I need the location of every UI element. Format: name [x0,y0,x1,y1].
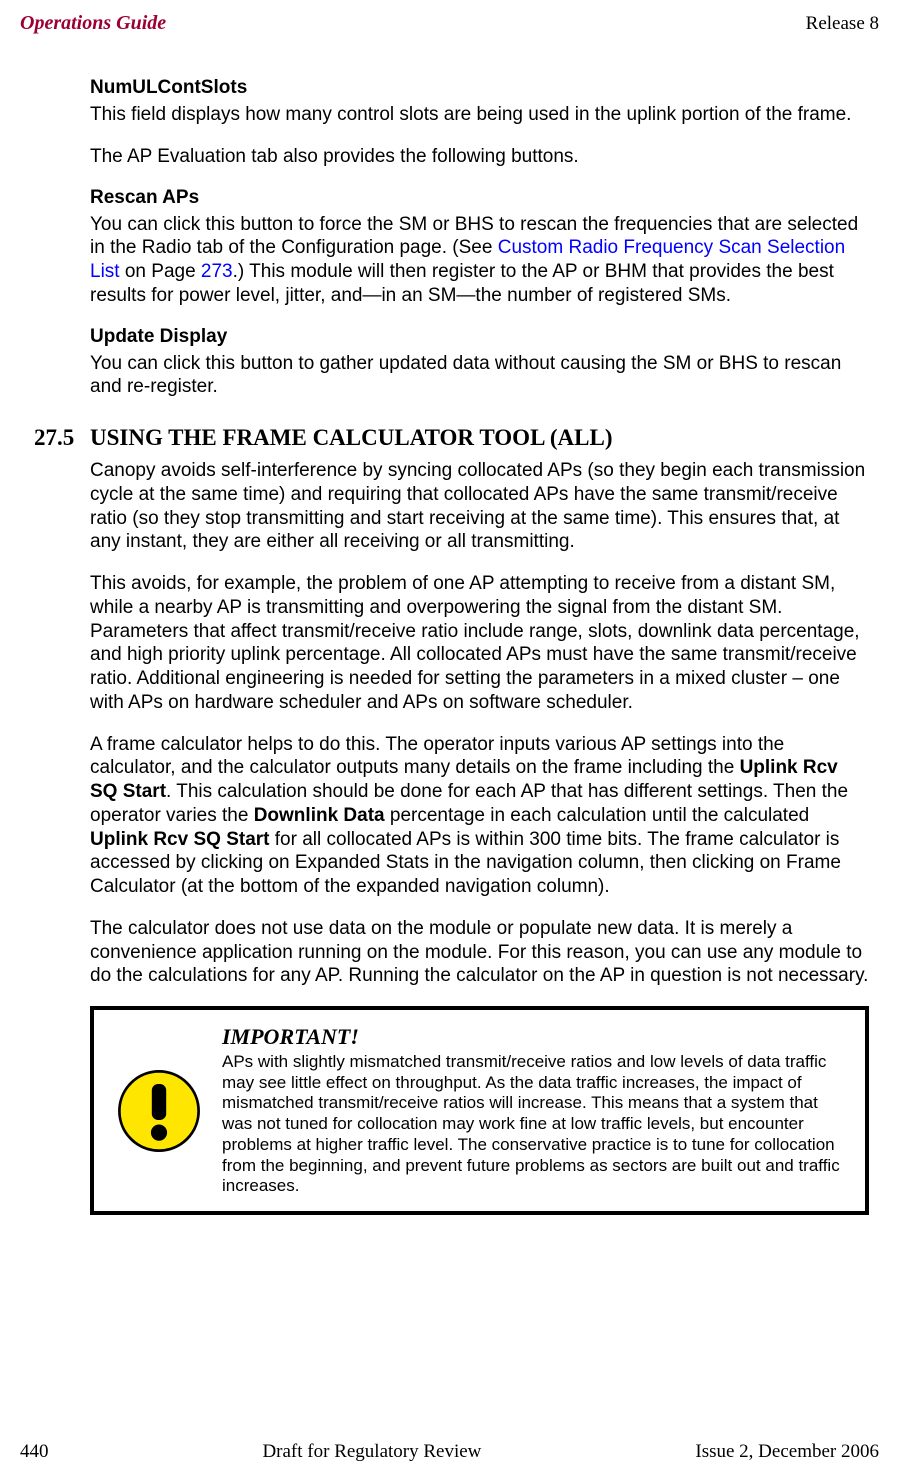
para: This avoids, for example, the problem of… [90,572,869,715]
bold: Uplink Rcv SQ Start [90,829,270,850]
footer-status: Draft for Regulatory Review [262,1441,481,1463]
text: on Page [120,261,201,282]
para-frame-calc: A frame calculator helps to do this. The… [90,733,869,899]
page-number: 440 [20,1441,49,1463]
header-release: Release 8 [806,13,879,35]
section-title: USING THE FRAME CALCULATOR TOOL (ALL) [90,425,613,451]
para: The AP Evaluation tab also provides the … [90,145,869,169]
subheading-rescan-aps: Rescan APs [90,187,869,209]
callout-title: IMPORTANT! [222,1024,851,1050]
para: The calculator does not use data on the … [90,917,869,988]
header-title: Operations Guide [20,12,166,35]
callout-body: APs with slightly mismatched transmit/re… [222,1052,851,1197]
page-footer: 440 Draft for Regulatory Review Issue 2,… [20,1441,879,1463]
para: Canopy avoids self-interference by synci… [90,459,869,554]
important-callout: IMPORTANT! APs with slightly mismatched … [90,1006,869,1215]
page-header: Operations Guide Release 8 [20,12,879,35]
subheading-update-display: Update Display [90,326,869,348]
para: You can click this button to gather upda… [90,352,869,400]
para-rescan: You can click this button to force the S… [90,213,869,308]
callout-text: IMPORTANT! APs with slightly mismatched … [222,1024,851,1197]
text: percentage in each calculation until the… [385,805,810,826]
footer-issue: Issue 2, December 2006 [695,1441,879,1463]
section-number: 27.5 [34,425,90,451]
text: A frame calculator helps to do this. The… [90,734,784,779]
page-content: NumULContSlots This field displays how m… [20,77,879,1215]
para: This field displays how many control slo… [90,103,869,127]
link-page-273[interactable]: 273 [201,261,233,282]
subheading-numulcontslots: NumULContSlots [90,77,869,99]
exclamation-icon [114,1066,204,1156]
bold: Downlink Data [254,805,385,826]
section-heading-row: 27.5 USING THE FRAME CALCULATOR TOOL (AL… [34,425,869,451]
